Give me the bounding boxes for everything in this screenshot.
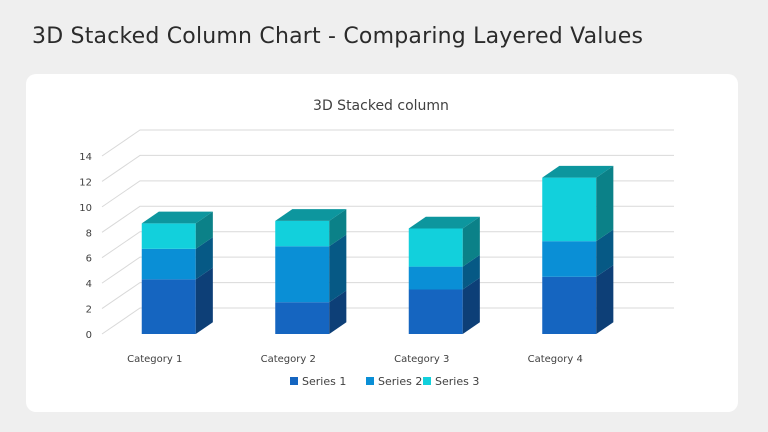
gridline: [101, 282, 674, 309]
legend-swatch: [423, 377, 431, 385]
category-label: Category 4: [528, 354, 583, 365]
bar-segment: [542, 265, 614, 334]
y-tick-label: 0: [86, 330, 92, 341]
legend-swatch: [366, 377, 374, 385]
y-tick-label: 10: [79, 203, 92, 214]
y-tick-label: 2: [86, 305, 92, 316]
bar-segment: [141, 237, 213, 280]
y-tick-label: 12: [79, 177, 92, 188]
gridline: [101, 205, 674, 233]
bar-segment: [408, 216, 480, 267]
legend-item: Series 2: [366, 375, 422, 388]
y-tick-label: 6: [86, 254, 92, 265]
gridline: [101, 154, 674, 182]
bar-segment: [275, 209, 347, 247]
bar-segment: [141, 267, 213, 334]
bar-segment: [408, 254, 480, 290]
gridline: [101, 129, 674, 157]
gridline: [101, 307, 674, 335]
bar-segment: [275, 290, 347, 334]
gridline: [101, 256, 674, 284]
gridline: [101, 231, 674, 259]
category-label: Category 3: [394, 354, 449, 365]
y-tick-label: 14: [79, 152, 92, 163]
y-tick-label: 4: [86, 279, 92, 290]
bar-segment: [275, 234, 347, 303]
bar-segment: [542, 229, 614, 277]
legend-item: Series 3: [423, 375, 479, 388]
y-tick-label: 8: [86, 228, 92, 239]
legend-item: Series 1: [290, 375, 346, 388]
category-label: Category 1: [127, 354, 182, 365]
stacked-column-chart: 3D Stacked column 0 2 4 6 8 10 12 14 Category 1…: [79, 98, 674, 388]
gridline: [101, 180, 674, 208]
bar-segment: [408, 277, 480, 334]
legend-label: Series 3: [435, 375, 479, 388]
slide-title: 3D Stacked Column Chart - Comparing Laye…: [32, 24, 644, 49]
legend-label: Series 1: [302, 375, 346, 388]
legend-label: Series 2: [378, 375, 422, 388]
category-label: Category 2: [261, 354, 316, 365]
chart-title: 3D Stacked column: [313, 98, 449, 114]
bar-segment: [141, 211, 213, 249]
bar-segment: [542, 165, 614, 242]
chart-card: 3D Stacked column 0 2 4 6 8 10 12 14 Category 1…: [26, 74, 738, 412]
legend-swatch: [290, 377, 298, 385]
